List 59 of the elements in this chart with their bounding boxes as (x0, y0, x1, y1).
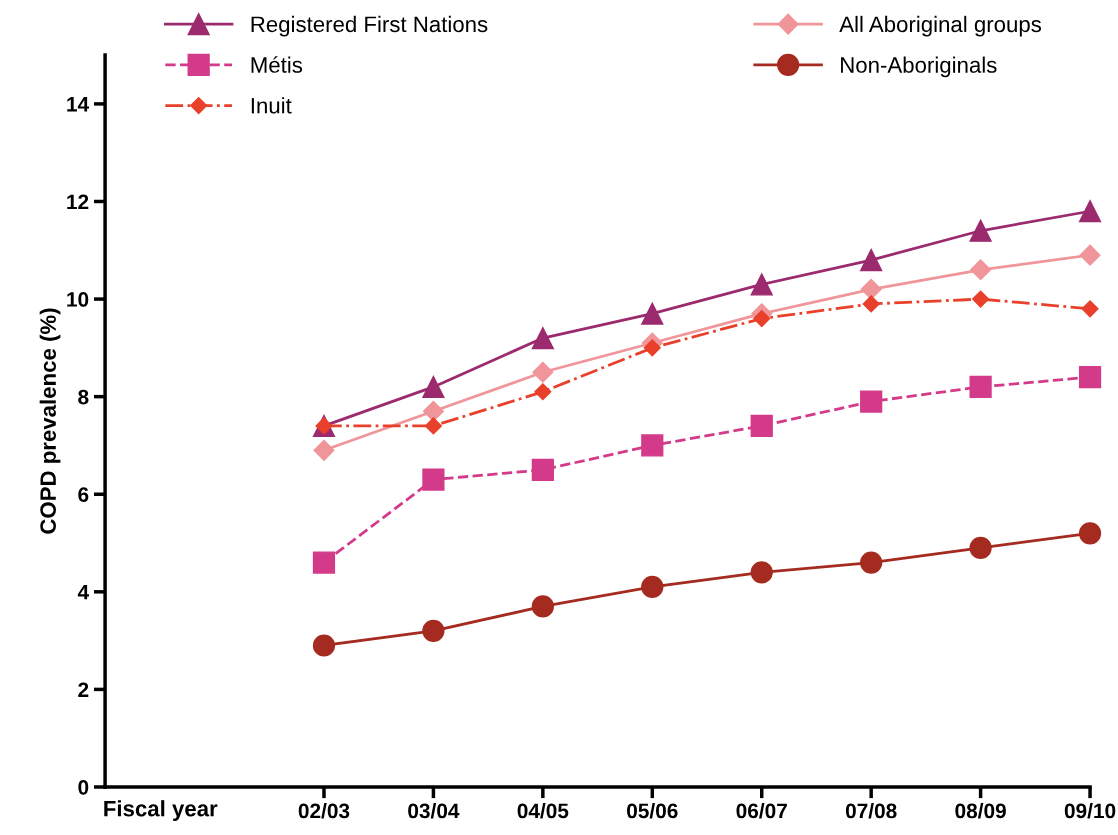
y-tick-label: 4 (77, 585, 90, 600)
point (532, 361, 554, 383)
point (750, 414, 773, 438)
x-tick-label: 02/03 (298, 802, 350, 819)
y-axis-title: COPD prevalence (%) (39, 308, 61, 534)
y-tick-label: 10 (67, 292, 89, 307)
point (860, 551, 883, 574)
x-tick-label: 08/09 (955, 802, 1006, 819)
y-tick-label: 8 (78, 389, 89, 405)
point (534, 383, 552, 401)
point (860, 248, 883, 272)
point (531, 326, 554, 350)
x-tick-label: 03/04 (408, 802, 460, 819)
point (1079, 244, 1101, 266)
point (313, 439, 335, 461)
point (422, 619, 445, 642)
point (422, 375, 445, 399)
point (422, 468, 445, 491)
y-tick-label: 14 (67, 97, 90, 112)
y-tick-label: 6 (78, 487, 89, 502)
y-tick-label: 12 (67, 194, 89, 210)
point (422, 400, 444, 422)
point (970, 259, 992, 281)
point (312, 634, 336, 657)
point (862, 295, 880, 313)
point (1081, 300, 1099, 318)
point (972, 290, 990, 308)
x-axis-title: Fiscal year (104, 800, 218, 821)
legend-label: Non-Aboriginals (841, 56, 997, 78)
x-tick-label: 06/07 (736, 802, 787, 819)
point (1078, 522, 1102, 545)
point (860, 390, 883, 413)
x-tick-label: 04/05 (517, 802, 569, 819)
point (1078, 200, 1102, 223)
point (641, 575, 664, 599)
y-tick-label: 0 (78, 779, 89, 795)
legend-label: Registered First Nations (251, 15, 488, 37)
point (531, 595, 554, 618)
x-tick-label: 05/06 (627, 802, 678, 819)
legend-label: All Aboriginal groups (839, 15, 1042, 37)
legend-label: Métis (251, 56, 303, 73)
legend-label: Inuit (251, 97, 292, 114)
x-tick-label: 07/08 (845, 802, 897, 819)
point (643, 339, 661, 357)
point (312, 551, 336, 574)
point (969, 536, 992, 560)
point (641, 302, 664, 325)
point (750, 273, 773, 296)
point (753, 310, 771, 328)
point (969, 219, 992, 242)
y-tick-label: 2 (78, 682, 89, 697)
point (969, 375, 992, 399)
point (1078, 366, 1102, 389)
point (424, 417, 442, 435)
point (531, 458, 554, 481)
x-tick-label: 09/10 (1064, 802, 1116, 819)
point (641, 434, 664, 457)
point (750, 561, 773, 584)
point (860, 278, 882, 300)
